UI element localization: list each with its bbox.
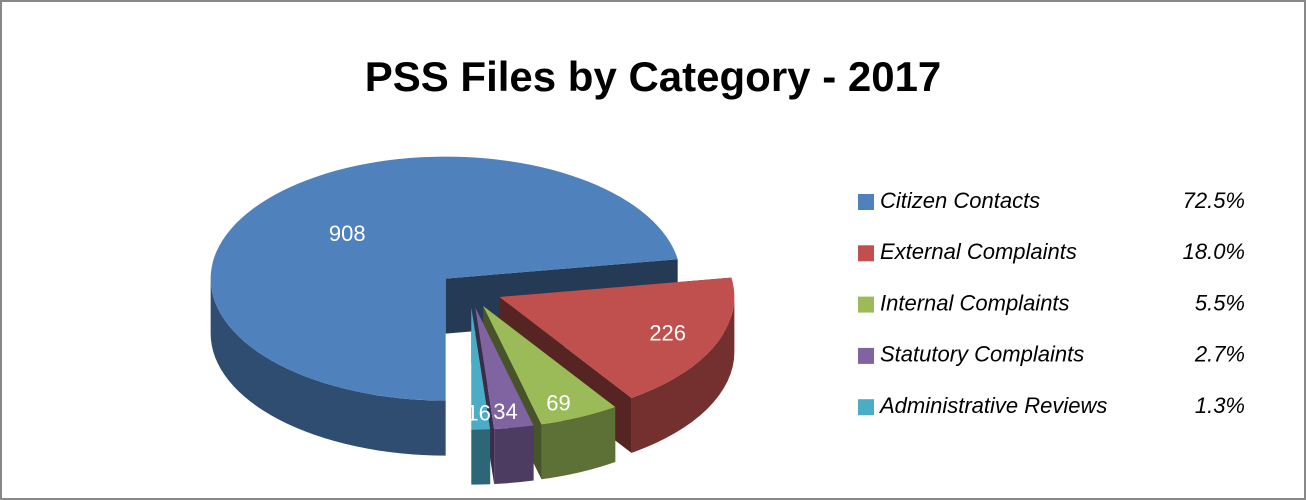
- pie-slice: [483, 306, 616, 425]
- chart-title: PSS Files by Category - 2017: [365, 53, 942, 100]
- legend-percent: 18.0%: [1183, 239, 1245, 264]
- data-label: 16: [466, 400, 490, 425]
- pie-slice: [475, 307, 534, 429]
- pie-slice: [471, 307, 491, 430]
- legend-label: Internal Complaints: [880, 290, 1070, 315]
- legend-percent: 1.3%: [1195, 393, 1245, 418]
- pie-tops: [210, 156, 735, 430]
- data-label: 34: [493, 399, 517, 424]
- data-label: 908: [329, 221, 366, 246]
- legend-label: External Complaints: [880, 239, 1077, 264]
- slice-outer-wall: [494, 425, 534, 484]
- slice-outer-wall: [471, 429, 491, 485]
- legend-percent: 5.5%: [1195, 290, 1245, 315]
- pie-slice: [499, 277, 735, 398]
- slice-outer-wall: [631, 296, 735, 453]
- legend-label: Statutory Complaints: [880, 342, 1084, 367]
- slice-outer-wall: [210, 278, 446, 456]
- legend-swatch: [858, 245, 874, 262]
- legend-percent: 72.5%: [1183, 188, 1245, 213]
- legend-swatch: [858, 296, 874, 313]
- legend-label: Administrative Reviews: [878, 393, 1107, 418]
- legend-swatch: [858, 399, 874, 416]
- data-label: 226: [649, 320, 686, 345]
- legend-percent: 2.7%: [1194, 342, 1245, 367]
- pie-slice: [210, 156, 678, 401]
- data-label: 69: [546, 391, 570, 416]
- legend-swatch: [858, 347, 874, 364]
- legend-label: Citizen Contacts: [880, 188, 1040, 213]
- slice-outer-wall: [541, 406, 616, 480]
- legend-swatch: [858, 194, 874, 210]
